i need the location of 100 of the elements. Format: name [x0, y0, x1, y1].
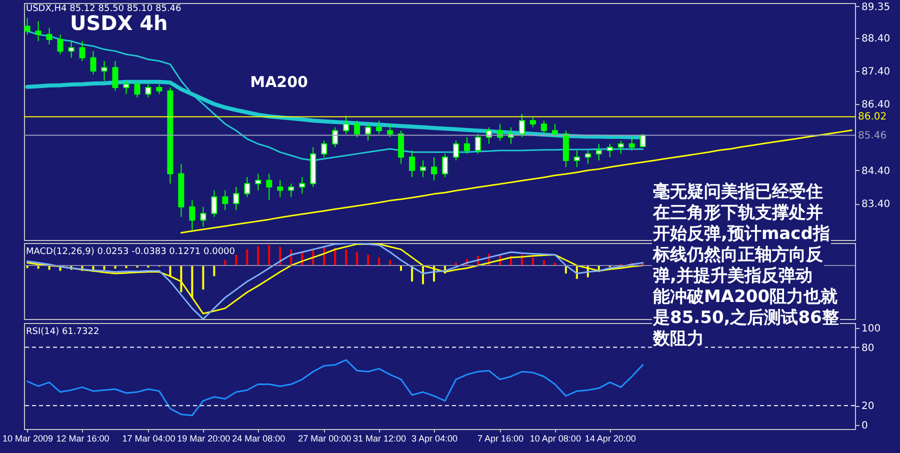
candlestick — [277, 180, 284, 198]
candlestick — [255, 173, 262, 191]
candlestick — [628, 136, 635, 152]
x-tick-label: 19 Mar 20:00 — [177, 434, 230, 444]
annotation: 开始反弹,预计macd指 — [652, 224, 831, 245]
candlestick — [134, 80, 140, 98]
x-tick-label: 14 Apr 20:00 — [584, 434, 636, 444]
ref-line-label: 86.02 — [858, 112, 887, 123]
y-tick-label: 83.40 — [862, 199, 890, 210]
candlestick — [266, 173, 272, 201]
x-tick-label: 10 Mar 2009 — [2, 434, 54, 444]
x-tick-label: 7 Apr 16:00 — [477, 434, 524, 444]
candlestick — [57, 34, 64, 55]
bar — [532, 257, 534, 266]
candlestick — [321, 140, 328, 158]
bar — [356, 252, 358, 266]
candlestick — [442, 153, 448, 178]
bar — [235, 254, 238, 266]
candlestick — [409, 150, 416, 178]
y-tick-label: 84.40 — [862, 166, 890, 177]
candlestick — [211, 190, 218, 218]
candlestick — [387, 123, 394, 138]
candlestick — [452, 140, 459, 161]
candlestick — [112, 60, 118, 92]
y-tick-label: 20 — [862, 401, 874, 412]
candlestick — [530, 116, 536, 128]
bar — [191, 265, 194, 298]
candlestick — [596, 143, 602, 161]
candlestick — [376, 120, 382, 134]
x-tick-label: 24 Mar 08:00 — [232, 434, 286, 444]
candlestick — [606, 143, 613, 158]
candlestick — [365, 123, 372, 142]
annotation: 能冲破MA200阻力也就 — [652, 287, 839, 308]
y-tick-label: 0 — [862, 420, 868, 432]
bar — [202, 265, 204, 290]
x-tick-label: 17 Mar 04:00 — [122, 434, 176, 444]
candlestick — [474, 133, 481, 154]
candlestick — [244, 176, 250, 198]
x-tick-label: 27 Mar 00:00 — [298, 434, 352, 444]
bar — [224, 260, 226, 266]
bar — [389, 260, 392, 266]
bar — [400, 265, 402, 271]
y-tick-label: 88.40 — [862, 33, 890, 44]
bar — [268, 245, 270, 266]
line-series — [26, 359, 644, 416]
bar — [345, 249, 348, 266]
candlestick — [354, 120, 360, 138]
candlestick — [584, 150, 591, 164]
candlestick — [46, 27, 52, 45]
y-tick-label: 86.40 — [862, 100, 890, 111]
annotation: 是85.50,之后测试86整 — [652, 308, 840, 329]
candlestick — [618, 140, 624, 154]
candlestick — [574, 150, 580, 168]
candlestick — [79, 40, 86, 62]
chart-title: RSI(14) 61.7322 — [26, 327, 100, 337]
annotation: 弹,并提升美指反弹动 — [652, 266, 814, 287]
candlestick — [332, 126, 338, 148]
x-tick-label: 31 Mar 12:00 — [353, 434, 406, 444]
y-tick-label: 100 — [862, 323, 881, 334]
x-tick-label: 10 Apr 08:00 — [530, 434, 581, 444]
candlestick — [420, 160, 426, 178]
candlestick — [189, 200, 196, 231]
candlestick — [101, 60, 108, 82]
candlestick — [398, 130, 404, 164]
candlestick — [552, 123, 558, 138]
chart-subtitle: USDX,H4 85.12 85.50 85.10 85.46 — [26, 4, 182, 14]
bar — [246, 249, 248, 266]
candlestick — [518, 114, 525, 138]
bar — [542, 260, 545, 266]
bar — [367, 254, 370, 266]
candlestick — [288, 183, 294, 198]
series-label: MA200 — [250, 73, 308, 92]
candlestick — [200, 206, 206, 228]
y-tick-label: 80 — [862, 342, 874, 354]
chart-title: MACD(12,26,9) 0.0253 -0.0383 0.1271 0.0000 — [26, 247, 236, 257]
bar — [103, 265, 106, 270]
candlestick — [145, 84, 152, 98]
ref-line-label: 85.46 — [858, 130, 887, 142]
annotation: 毫无疑问美指已经受住 — [652, 182, 824, 203]
bar — [213, 265, 216, 276]
candlestick — [123, 80, 130, 95]
candlestick — [464, 136, 470, 154]
candlestick — [233, 186, 240, 211]
x-tick-label: 12 Mar 16:00 — [56, 434, 110, 444]
x-tick-label: 3 Apr 04:00 — [411, 434, 458, 444]
y-tick-label: 89.35 — [862, 2, 890, 13]
annotation: 标线仍然向正轴方向反 — [652, 245, 824, 266]
candlestick — [156, 84, 162, 95]
bar — [257, 246, 260, 266]
candlestick — [343, 115, 350, 134]
candlestick — [24, 17, 30, 35]
candlestick — [68, 40, 74, 58]
candlestick — [299, 176, 306, 194]
bar — [378, 257, 380, 266]
annotation: 数阻力 — [652, 329, 705, 350]
candlestick — [431, 156, 438, 181]
candlestick — [35, 20, 42, 42]
chart-title: USDX 4h — [70, 11, 168, 35]
candlestick — [540, 120, 547, 134]
annotation: 在三角形下轨支撑处并 — [652, 203, 824, 224]
